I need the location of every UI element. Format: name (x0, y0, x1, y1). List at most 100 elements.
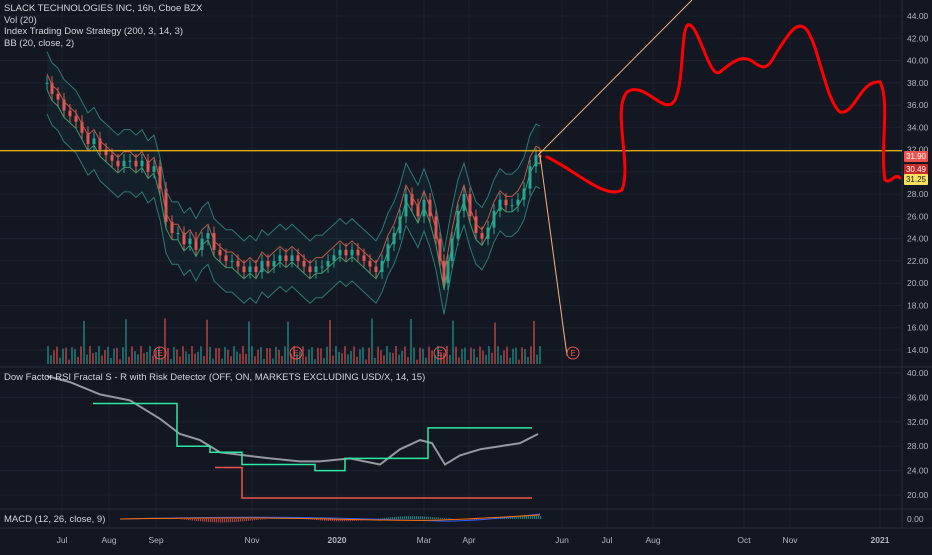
time-axis-label: Oct (737, 535, 751, 545)
bollinger-bands-label[interactable]: BB (20, close, 2) (4, 38, 202, 50)
macd-bar (382, 518, 383, 519)
volume-indicator-label[interactable]: Vol (20) (4, 15, 202, 27)
macd-bar (402, 516, 403, 519)
projection-drawing (547, 25, 900, 192)
macd-bar (384, 518, 385, 519)
volume-bar (326, 347, 328, 364)
macd-bar (534, 516, 535, 519)
price-axis-label: 40.00 (907, 56, 929, 66)
macd-bar (414, 516, 415, 519)
volume-bar (179, 356, 181, 364)
price-axis-label: 44.00 (907, 11, 929, 21)
price-axis-label: 20.00 (907, 278, 929, 288)
volume-bar (206, 320, 208, 364)
volume-bar (338, 352, 340, 364)
volume-bar (167, 348, 169, 364)
volume-bar (449, 355, 451, 364)
volume-bar (476, 357, 478, 364)
volume-bar (80, 346, 82, 364)
volume-bar (512, 349, 514, 364)
trendline-down (540, 155, 567, 355)
macd-bar (190, 519, 191, 520)
volume-bar (350, 351, 352, 364)
volume-bar (524, 349, 526, 364)
macd-legend[interactable]: MACD (12, 26, close, 9) (4, 514, 105, 526)
price-axis-label: 22.00 (907, 256, 929, 266)
rsi-line (47, 376, 538, 464)
volume-bar (248, 321, 250, 364)
time-axis-label: 2020 (328, 535, 347, 545)
macd-axis: 0.00 (907, 514, 924, 524)
macd-bar (212, 519, 213, 522)
price-axis-label: 14.00 (907, 345, 929, 355)
macd-bar (528, 516, 529, 519)
macd-bar (242, 519, 243, 521)
volume-bar (59, 358, 61, 364)
volume-bar (518, 360, 520, 364)
volume-bar (377, 347, 379, 364)
time-axis-label: Sep (148, 535, 163, 545)
volume-bar (209, 347, 211, 364)
macd-bar (250, 519, 251, 521)
volume-bar (317, 348, 319, 364)
macd-bar (536, 516, 537, 519)
macd-bar (448, 518, 449, 519)
macd-bar (184, 519, 185, 520)
volume-bar (308, 349, 310, 364)
volume-bar (239, 354, 241, 364)
macd-label[interactable]: MACD (12, 26, close, 9) (4, 514, 105, 526)
macd-bar (524, 516, 525, 519)
volume-bar (359, 349, 361, 364)
volume-bar (104, 350, 106, 364)
earnings-marker: E (567, 347, 579, 359)
volume-bar (56, 347, 58, 364)
macd-bar (222, 519, 223, 522)
volume-bar (404, 346, 406, 364)
volume-bar (47, 346, 49, 364)
dow-factor-label[interactable]: Dow Factor RSI Fractal S - R with Risk D… (4, 372, 425, 384)
volume-bar (452, 321, 454, 364)
volume-bar (62, 349, 64, 364)
macd-bar (420, 516, 421, 519)
volume-bar (119, 359, 121, 364)
volume-bar (218, 348, 220, 364)
dow-strategy-indicator-label[interactable]: Index Trading Dow Strategy (200, 3, 14, … (4, 26, 202, 38)
macd-bar (538, 516, 539, 519)
macd-bar (404, 516, 405, 519)
volume-bar (473, 349, 475, 364)
symbol-title[interactable]: SLACK TECHNOLOGIES INC, 16h, Cboe BZX (4, 3, 202, 15)
volume-bar (494, 322, 496, 364)
macd-bar (216, 519, 217, 522)
macd-bar (434, 517, 435, 519)
macd-bar (422, 516, 423, 519)
macd-bar (206, 519, 207, 522)
macd-bar (192, 519, 193, 521)
macd-bar (426, 517, 427, 519)
volume-bar (170, 359, 172, 364)
macd-bar (444, 518, 445, 519)
macd-bar (532, 516, 533, 519)
time-axis-label: Aug (645, 535, 660, 545)
volume-bar (98, 346, 100, 364)
volume-bar (269, 348, 271, 364)
volume-bar (74, 349, 76, 364)
volume-bar (362, 347, 364, 364)
macd-bar (418, 516, 419, 519)
volume-bar (302, 346, 304, 364)
volume-bar (323, 358, 325, 364)
volume-bar (446, 346, 448, 364)
dow-factor-legend[interactable]: Dow Factor RSI Fractal S - R with Risk D… (4, 372, 425, 384)
volume-bar (191, 346, 193, 364)
volume-bar (368, 348, 370, 364)
volume-bar (149, 346, 151, 364)
volume-bar (263, 359, 265, 364)
macd-bar (526, 516, 527, 519)
macd-bar (400, 516, 401, 519)
volume-bar (380, 350, 382, 364)
volume-bar (245, 354, 247, 364)
volume-bar (536, 355, 538, 364)
volume-bar (491, 353, 493, 364)
